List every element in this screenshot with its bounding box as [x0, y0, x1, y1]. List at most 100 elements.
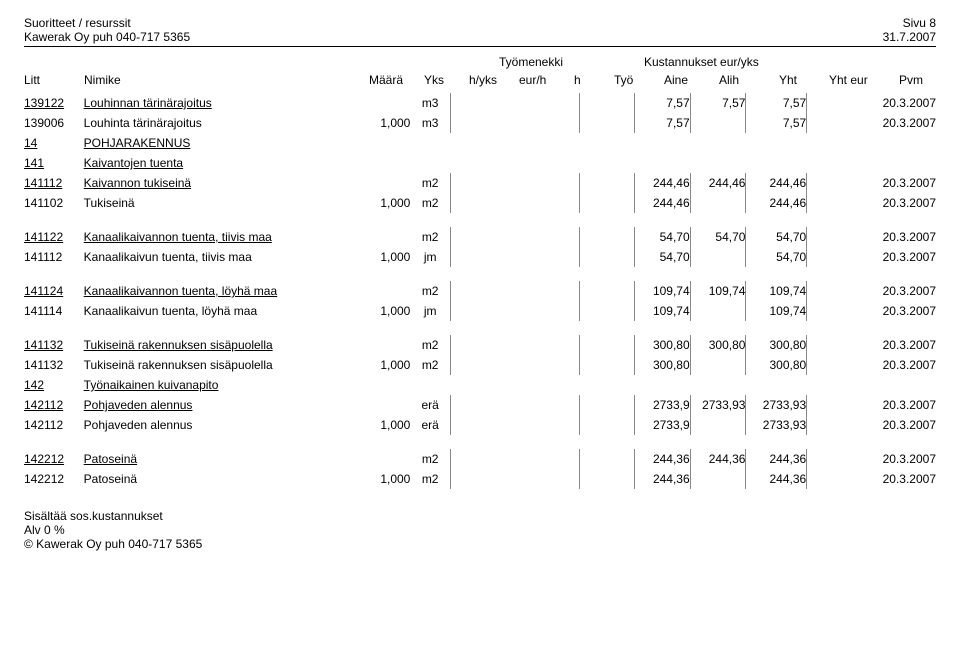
cell — [500, 281, 549, 301]
cell — [579, 227, 634, 247]
cell: 2733,93 — [746, 415, 807, 435]
page-footer: Sisältää sos.kustannukset Alv 0 % © Kawe… — [24, 509, 936, 551]
cell: m3 — [410, 113, 450, 133]
cell — [361, 395, 411, 415]
cell: Patoseinä — [84, 469, 361, 489]
table-row: 141112Kaivannon tukiseinäm2244,46244,462… — [24, 173, 936, 193]
group-kustannukset: Kustannukset eur/yks — [644, 55, 759, 69]
cell: 1,000 — [361, 415, 411, 435]
cell — [361, 449, 411, 469]
table-row: 141112Kanaalikaivun tuenta, tiivis maa1,… — [24, 247, 936, 267]
cell: 54,70 — [746, 247, 807, 267]
cell: 109,74 — [634, 281, 690, 301]
col-litt: Litt — [24, 73, 40, 87]
cell: 141114 — [24, 301, 84, 321]
cell: Kanaalikaivannon tuenta, tiivis maa — [84, 227, 361, 247]
cell: m2 — [410, 281, 450, 301]
cell: m2 — [410, 355, 450, 375]
cell: 141122 — [24, 227, 84, 247]
cell — [450, 355, 500, 375]
cell: 20.3.2007 — [871, 301, 936, 321]
cell: 244,46 — [746, 173, 807, 193]
cell — [549, 173, 579, 193]
cell: m2 — [410, 449, 450, 469]
cell: 142212 — [24, 449, 84, 469]
cell — [690, 301, 746, 321]
cell — [807, 247, 871, 267]
cell — [361, 281, 411, 301]
cell — [450, 173, 500, 193]
cell — [579, 247, 634, 267]
column-header-block: Työmenekki Kustannukset eur/yks Litt Nim… — [24, 55, 936, 89]
cell: 7,57 — [634, 113, 690, 133]
cell — [450, 113, 500, 133]
cell: 7,57 — [746, 93, 807, 113]
cell: 54,70 — [746, 227, 807, 247]
cell: 300,80 — [746, 355, 807, 375]
cell: 244,46 — [690, 173, 746, 193]
cell: 109,74 — [746, 301, 807, 321]
cell: 244,46 — [634, 193, 690, 213]
cell: 141112 — [24, 173, 84, 193]
cell — [579, 415, 634, 435]
col-eurh: eur/h — [519, 73, 546, 87]
cell — [807, 113, 871, 133]
cell: 2733,9 — [634, 415, 690, 435]
cell — [450, 301, 500, 321]
col-h: h — [574, 73, 581, 87]
cell: 142112 — [24, 415, 84, 435]
cell: 141132 — [24, 355, 84, 375]
cell — [450, 281, 500, 301]
cell: 300,80 — [634, 355, 690, 375]
cell: 142212 — [24, 469, 84, 489]
cell — [807, 93, 871, 113]
header-page: Sivu 8 — [883, 16, 936, 30]
cell — [500, 113, 549, 133]
cell — [579, 113, 634, 133]
table-row: 141Kaivantojen tuenta — [24, 153, 936, 173]
cell: 1,000 — [361, 113, 411, 133]
cell — [579, 449, 634, 469]
cell — [450, 415, 500, 435]
cell — [549, 395, 579, 415]
cell: 20.3.2007 — [871, 93, 936, 113]
table-row: 141102Tukiseinä1,000m2244,46244,4620.3.2… — [24, 193, 936, 213]
cell — [579, 335, 634, 355]
cell — [807, 193, 871, 213]
cell — [579, 281, 634, 301]
cell — [450, 449, 500, 469]
col-hyks: h/yks — [469, 73, 497, 87]
cell — [807, 449, 871, 469]
cell: 1,000 — [361, 301, 411, 321]
cell: 142112 — [24, 395, 84, 415]
cell — [807, 355, 871, 375]
cell: 1,000 — [361, 355, 411, 375]
cell: 141102 — [24, 193, 84, 213]
cell — [450, 247, 500, 267]
cell — [690, 193, 746, 213]
cell — [690, 247, 746, 267]
footer-line1: Sisältää sos.kustannukset — [24, 509, 936, 523]
cell: 20.3.2007 — [871, 193, 936, 213]
cell — [579, 469, 634, 489]
cell — [807, 469, 871, 489]
cell — [500, 93, 549, 113]
table-row — [24, 435, 936, 449]
cell — [450, 193, 500, 213]
table-row — [24, 267, 936, 281]
col-yhteur: Yht eur — [829, 73, 868, 87]
cell: 1,000 — [361, 469, 411, 489]
cell — [361, 93, 411, 113]
cell — [450, 93, 500, 113]
cell — [500, 335, 549, 355]
cell — [500, 355, 549, 375]
cell: 20.3.2007 — [871, 469, 936, 489]
cell — [807, 173, 871, 193]
cell: 20.3.2007 — [871, 355, 936, 375]
cell: m2 — [410, 335, 450, 355]
table-row — [24, 213, 936, 227]
cell: 2733,93 — [746, 395, 807, 415]
cell — [500, 469, 549, 489]
cell — [690, 415, 746, 435]
cell: Patoseinä — [84, 449, 361, 469]
